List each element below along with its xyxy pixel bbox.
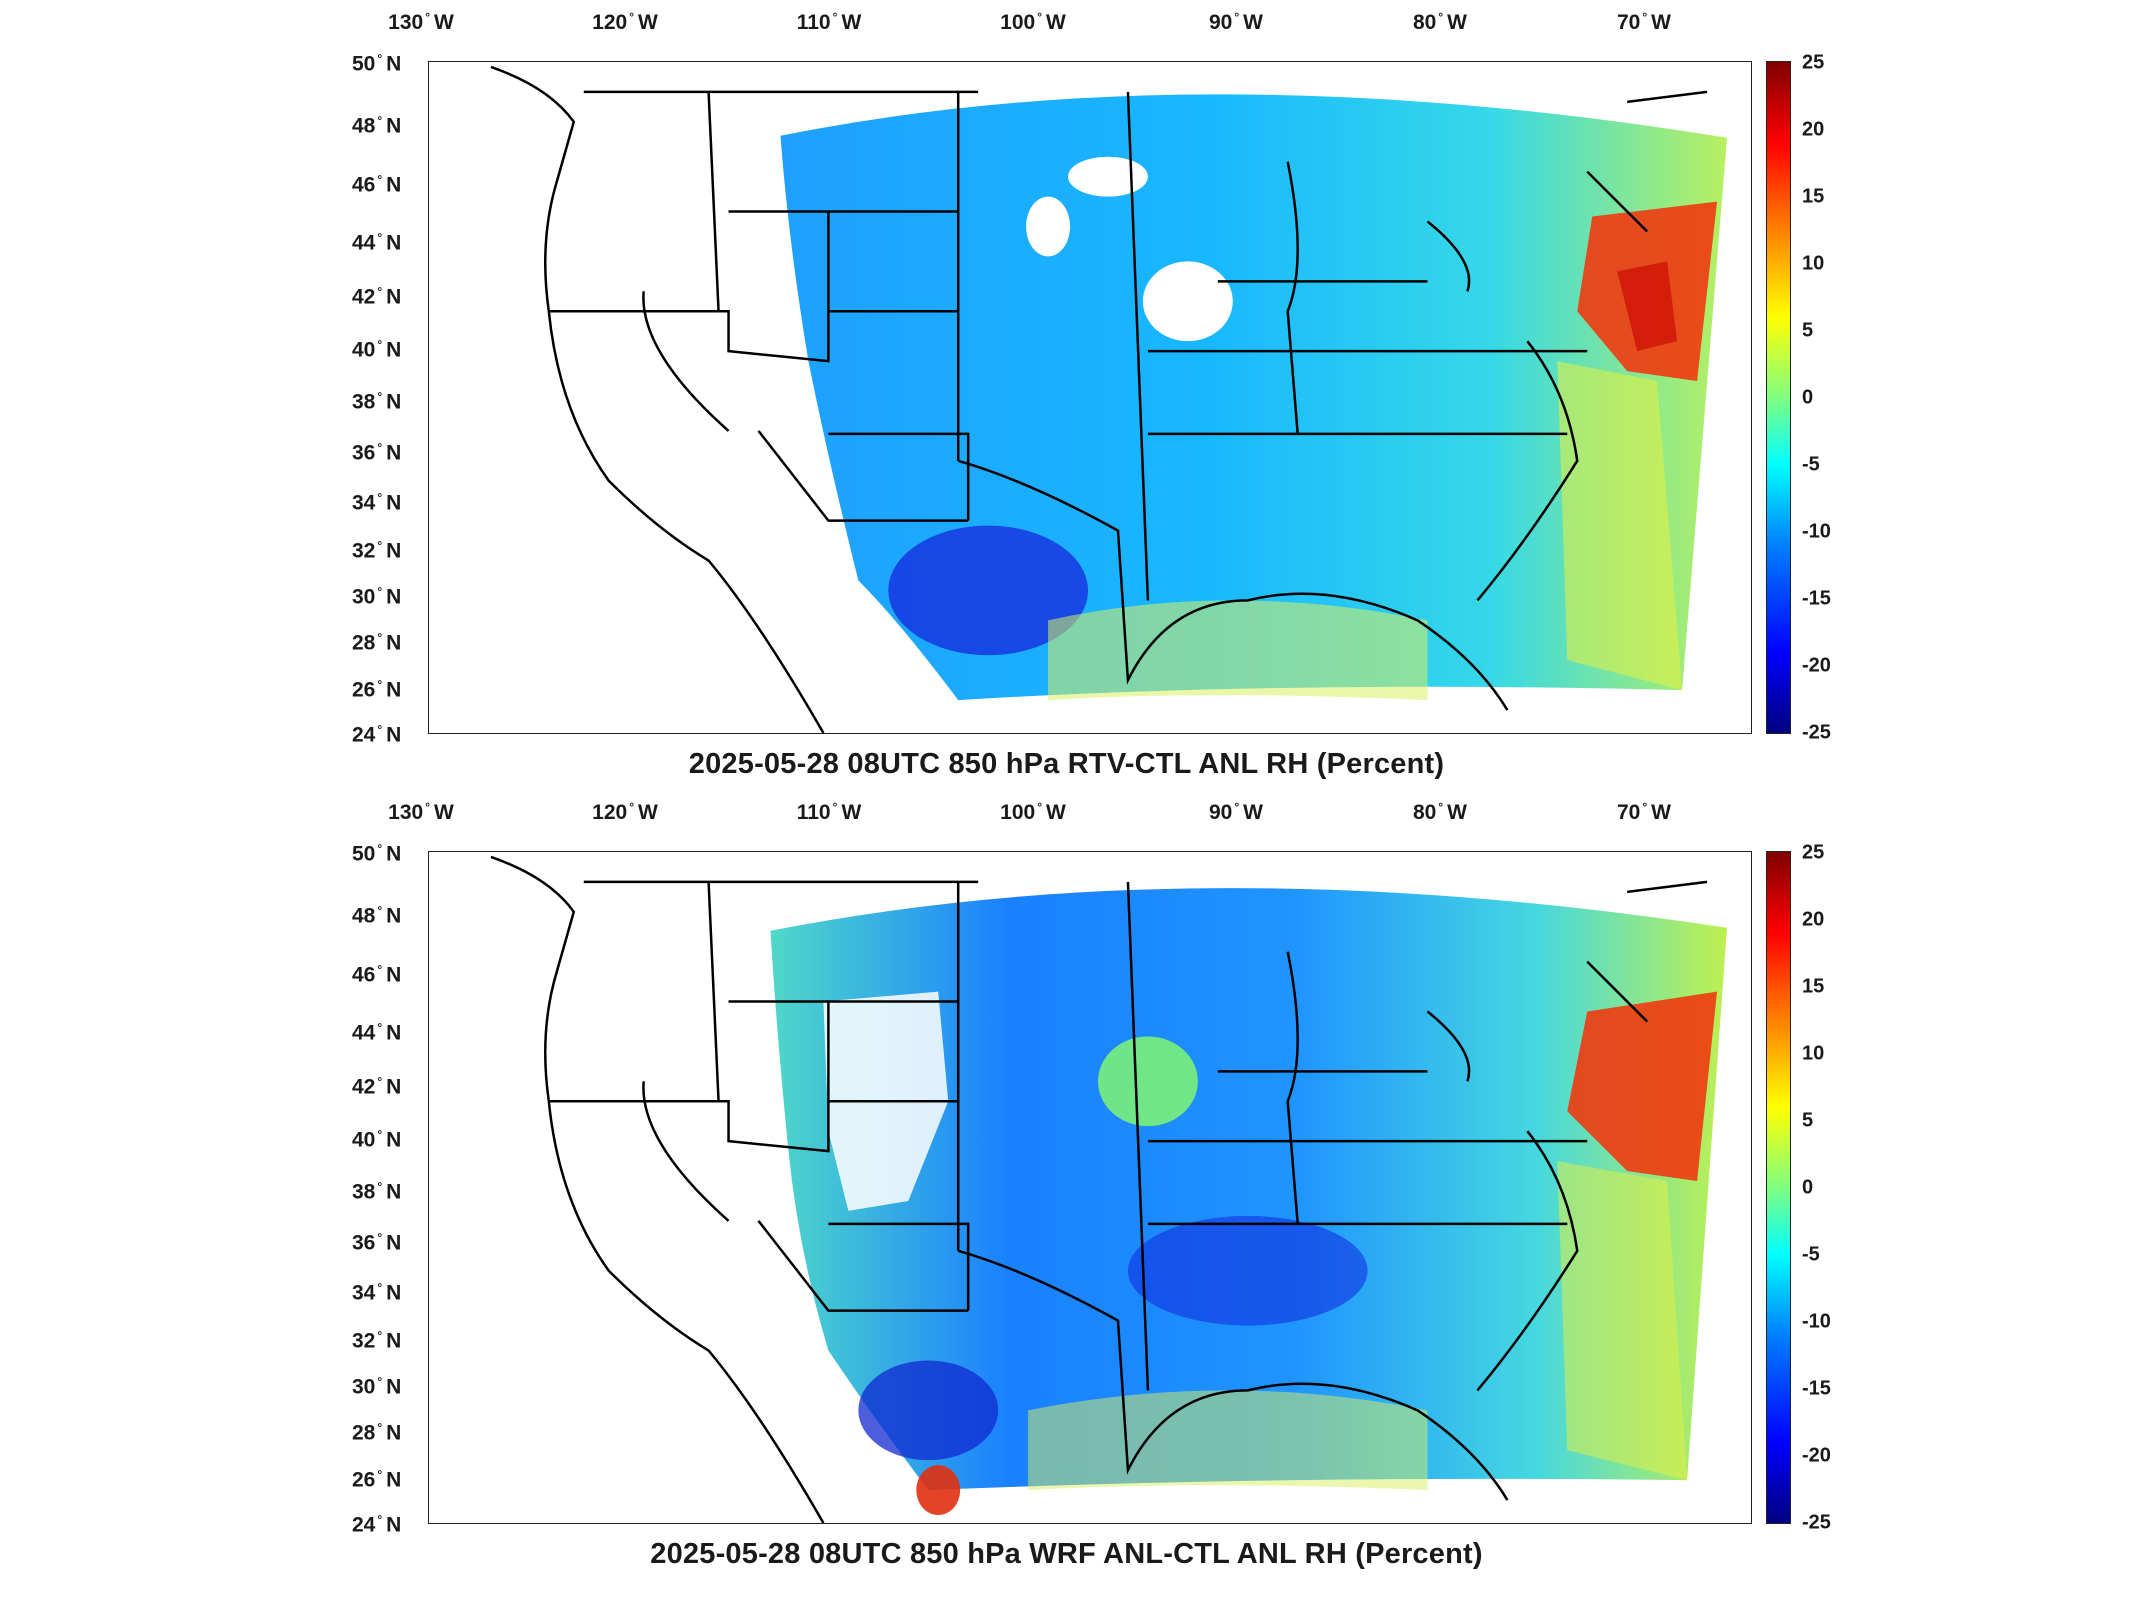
colorbar-tick: 5	[1802, 319, 1814, 342]
colorbar-tick: 15	[1802, 975, 1825, 998]
lat-tick-38n: 38 ° N	[352, 389, 402, 414]
lon-tick-120w: 120 ° W	[592, 800, 658, 824]
colorbar-tick: 20	[1802, 908, 1825, 931]
coastlines-and-borders	[490, 855, 1708, 1523]
lat-tick-46n: 46 ° N	[352, 172, 402, 197]
colorbar-tick: -20	[1802, 654, 1831, 677]
lat-tick-36n: 36 ° N	[352, 440, 402, 465]
map-panel-bottom: 130 ° W 120 ° W 110 ° W 100 ° W 90 ° W 80 ° W 70 ° W 5…	[0, 790, 2133, 1590]
lat-tick-38n: 38 ° N	[352, 1179, 402, 1204]
lat-tick-50n: 50 ° N	[352, 841, 402, 866]
lat-tick-32n: 32 ° N	[352, 1328, 402, 1353]
positive-band-atlantic	[1557, 361, 1683, 691]
lat-tick-44n: 44 ° N	[352, 1020, 402, 1045]
rh-field-swath	[770, 888, 1728, 1491]
lat-tick-24n: 24 ° N	[352, 1512, 402, 1537]
lon-tick-100w: 100 ° W	[1000, 800, 1066, 824]
lon-tick-130w: 130 ° W	[388, 800, 454, 824]
colorbar-tick: 0	[1802, 1176, 1814, 1199]
positive-band-gulf	[1028, 1390, 1428, 1491]
lat-tick-40n: 40 ° N	[352, 1127, 402, 1152]
colorbar-tick: -10	[1802, 520, 1831, 543]
missing-region-ia	[1142, 261, 1233, 342]
lat-tick-40n: 40 ° N	[352, 337, 402, 362]
lat-tick-26n: 26 ° N	[352, 1467, 402, 1492]
lat-tick-34n: 34 ° N	[352, 1280, 402, 1305]
lat-tick-42n: 42 ° N	[352, 284, 402, 309]
lat-tick-36n: 36 ° N	[352, 1230, 402, 1255]
colorbar-tick: 25	[1802, 51, 1825, 74]
lon-tick-90w: 90 ° W	[1209, 10, 1263, 34]
colorbar-tick: -25	[1802, 1511, 1831, 1534]
panel-title: 2025-05-28 08UTC 850 hPa RTV-CTL ANL RH …	[688, 748, 1445, 780]
lon-tick-130w: 130 ° W	[388, 10, 454, 34]
lat-tick-46n: 46 ° N	[352, 962, 402, 987]
lat-tick-24n: 24 ° N	[352, 722, 402, 747]
missing-region-mn	[1068, 156, 1148, 197]
map-panel-top: 130 ° W 120 ° W 110 ° W 100 ° W 90 ° W 80 ° W 70 ° W 5…	[352, 10, 1831, 780]
positive-band-gulf	[1048, 600, 1428, 701]
lat-tick-48n: 48 ° N	[352, 113, 402, 138]
colorbar-tick: -15	[1802, 587, 1831, 610]
colorbar-tick: 5	[1802, 1109, 1814, 1132]
lat-tick-32n: 32 ° N	[352, 538, 402, 563]
positive-spot-south-tx	[916, 1465, 961, 1516]
colorbar-tick: 15	[1802, 185, 1825, 208]
lon-tick-80w: 80 ° W	[1413, 10, 1467, 34]
map-frame	[428, 61, 1752, 734]
colorbar-tick: 10	[1802, 252, 1825, 275]
lon-tick-70w: 70 ° W	[1617, 800, 1671, 824]
lon-tick-70w: 70 ° W	[1617, 10, 1671, 34]
colorbar-tick: 25	[1802, 841, 1825, 864]
colorbar	[1766, 851, 1791, 1524]
rh-difference-map	[490, 65, 1728, 733]
positive-band-atlantic	[1557, 1161, 1688, 1481]
colorbar-tick: 0	[1802, 386, 1814, 409]
colorbar-tick: -25	[1802, 721, 1831, 744]
negative-cluster-tx	[858, 1360, 999, 1461]
neutral-region-ia	[1097, 1036, 1198, 1127]
lat-tick-44n: 44 ° N	[352, 230, 402, 255]
colorbar-tick: -20	[1802, 1444, 1831, 1467]
positive-anomaly-northeast	[1567, 991, 1718, 1182]
missing-region-ne-dakota	[1026, 196, 1071, 257]
lat-tick-34n: 34 ° N	[352, 490, 402, 515]
colorbar-tick: -15	[1802, 1377, 1831, 1400]
map-frame	[428, 851, 1752, 1524]
lon-tick-80w: 80 ° W	[1413, 800, 1467, 824]
colorbar-tick: 10	[1802, 1042, 1825, 1065]
panel-title: 2025-05-28 08UTC 850 hPa WRF ANL-CTL ANL…	[650, 1538, 1483, 1570]
negative-cluster-central	[1127, 1215, 1368, 1326]
lat-tick-28n: 28 ° N	[352, 630, 402, 655]
rh-difference-map	[490, 855, 1728, 1523]
lon-tick-120w: 120 ° W	[592, 10, 658, 34]
lon-tick-110w: 110 ° W	[796, 10, 862, 34]
lat-tick-28n: 28 ° N	[352, 1420, 402, 1445]
lat-tick-30n: 30 ° N	[352, 1374, 402, 1399]
coastlines-and-borders	[490, 65, 1708, 733]
colorbar-tick: -10	[1802, 1310, 1831, 1333]
colorbar-tick: -5	[1802, 1243, 1820, 1266]
colorbar-tick: -5	[1802, 453, 1820, 476]
lat-tick-26n: 26 ° N	[352, 677, 402, 702]
negative-cluster-tx	[888, 525, 1089, 656]
colorbar	[1766, 61, 1791, 734]
lat-tick-48n: 48 ° N	[352, 903, 402, 928]
lon-tick-90w: 90 ° W	[1209, 800, 1263, 824]
lat-tick-50n: 50 ° N	[352, 51, 402, 76]
colorbar-tick: 20	[1802, 118, 1825, 141]
lon-tick-110w: 110 ° W	[796, 800, 862, 824]
lat-tick-42n: 42 ° N	[352, 1074, 402, 1099]
lat-tick-30n: 30 ° N	[352, 584, 402, 609]
lon-tick-100w: 100 ° W	[1000, 10, 1066, 34]
